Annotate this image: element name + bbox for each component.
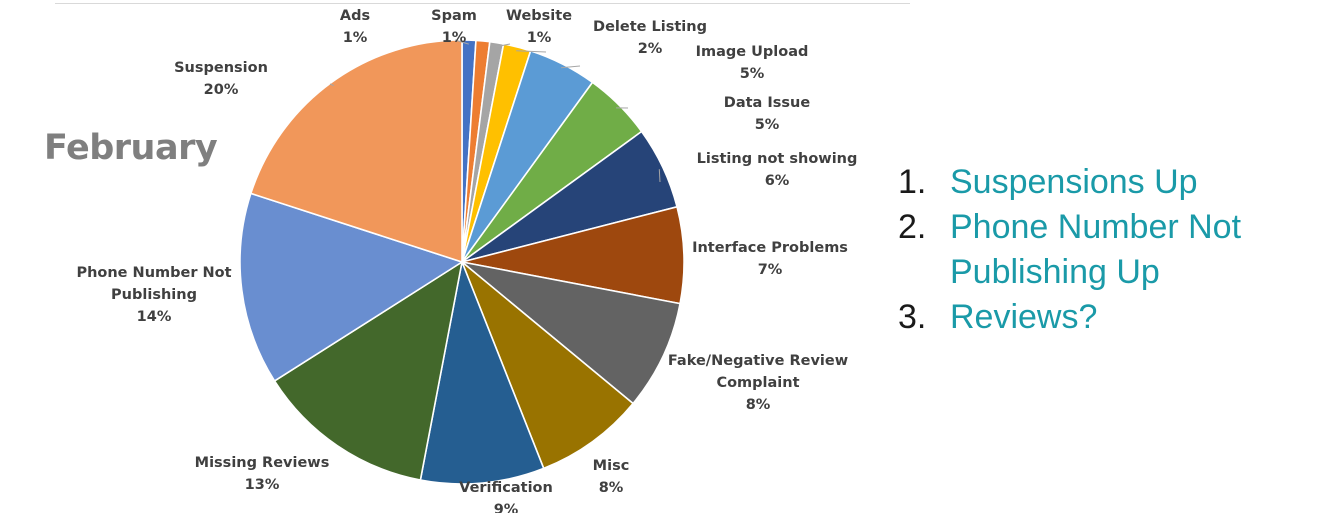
leader-line-website bbox=[496, 43, 511, 48]
slice-label-website: Website 1% bbox=[506, 8, 572, 46]
pie-slice-missing-reviews bbox=[273, 260, 464, 482]
slice-label-spam: Spam 1% bbox=[431, 8, 477, 46]
leader-line-image-upload bbox=[560, 65, 581, 69]
chart-title: February bbox=[44, 128, 218, 168]
leader-line-delete-listing bbox=[516, 50, 547, 53]
slice-label-missing-reviews: Missing Reviews 13% bbox=[195, 455, 330, 493]
leader-line-listing-not-showing bbox=[658, 169, 661, 183]
slice-label-interface-problems: Interface Problems 7% bbox=[692, 240, 848, 278]
pie-slices bbox=[239, 39, 685, 485]
note-text: Reviews? bbox=[950, 298, 1098, 336]
slice-label-fake-negative-review-complaint: Fake/Negative Review Complaint 8% bbox=[668, 353, 848, 413]
slice-label-data-issue: Data Issue 5% bbox=[724, 95, 811, 133]
pie-slice-misc bbox=[461, 261, 635, 470]
slice-label-image-upload: Image Upload 5% bbox=[696, 44, 809, 82]
slice-label-ads: Ads 1% bbox=[340, 8, 370, 46]
note-text: Phone Number Not Publishing Up bbox=[950, 208, 1242, 291]
notes-list: 1. Suspensions Up 2. Phone Number Not Pu… bbox=[898, 160, 1308, 340]
slice-label-phone-number-not-publishing: Phone Number Not Publishing 14% bbox=[76, 265, 231, 325]
leader-lines bbox=[329, 39, 661, 183]
note-number: 2. bbox=[898, 208, 927, 246]
top-rule bbox=[55, 3, 910, 4]
note-item: 1. Suspensions Up bbox=[898, 160, 1308, 205]
pie-slice-fake-negative-review-complaint bbox=[461, 261, 682, 405]
note-text: Suspensions Up bbox=[950, 163, 1198, 201]
note-item: 2. Phone Number Not Publishing Up bbox=[898, 205, 1308, 295]
slice-label-misc: Misc 8% bbox=[593, 458, 630, 496]
leader-line-ads bbox=[454, 39, 469, 45]
slice-labels: Ads 1% Spam 1% Website 1% Delete Listing 2% Imag… bbox=[76, 8, 857, 513]
pie-slice-phone-number-not-publishing bbox=[239, 192, 464, 383]
pie-slice-verification bbox=[419, 259, 545, 485]
note-number: 3. bbox=[898, 298, 927, 336]
slice-label-delete-listing: Delete Listing 2% bbox=[593, 19, 707, 57]
slice-label-suspension: Suspension 20% bbox=[174, 60, 268, 98]
slice-label-verification: Verification 9% bbox=[459, 480, 553, 513]
slice-label-listing-not-showing: Listing not showing 6% bbox=[697, 151, 858, 189]
leader-line-suspension bbox=[329, 83, 335, 87]
note-number: 1. bbox=[898, 163, 927, 201]
note-item: 3. Reviews? bbox=[898, 295, 1308, 340]
pie-slice-suspension bbox=[249, 39, 463, 264]
